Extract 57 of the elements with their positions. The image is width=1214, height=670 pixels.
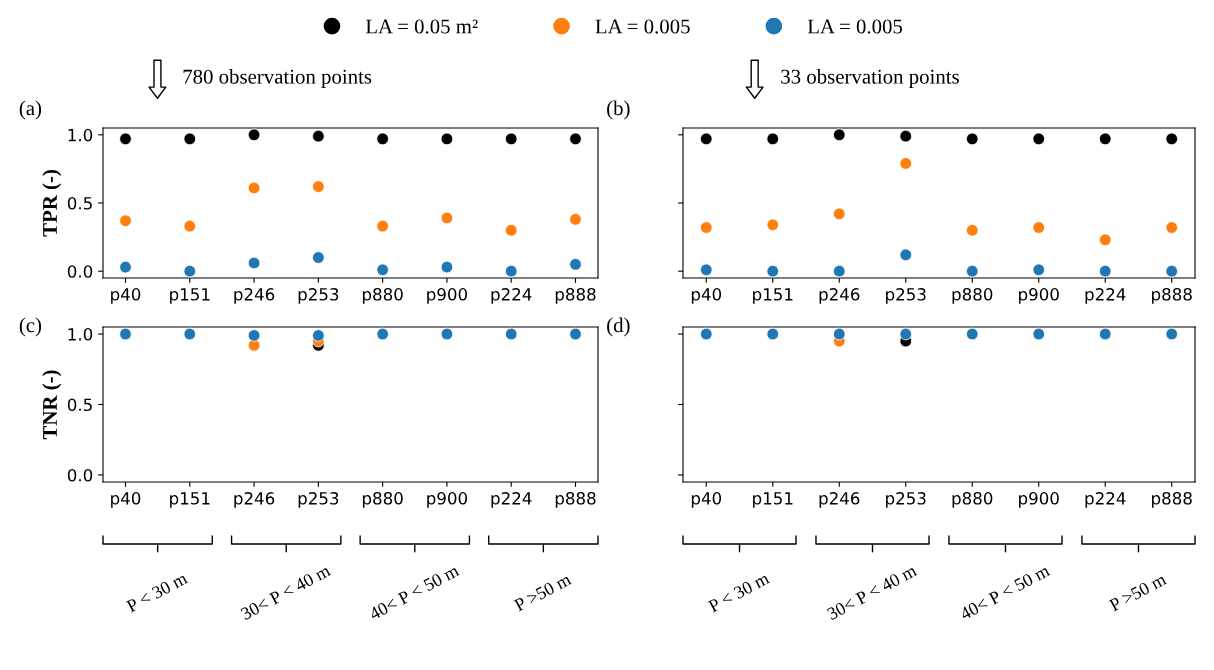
text: (d) bbox=[607, 317, 630, 337]
x-tick-label: p224 bbox=[1085, 288, 1126, 304]
x-tick-label: p880 bbox=[952, 492, 993, 508]
x-tick-label: p253 bbox=[298, 492, 339, 508]
legend-label: LA = 0.05 m² bbox=[365, 19, 478, 34]
text: 33 observation points bbox=[781, 69, 959, 88]
y-tick-label: 0.0 bbox=[67, 265, 93, 278]
x-tick-label: p40 bbox=[691, 288, 722, 304]
y-tick-label: 1.0 bbox=[68, 128, 93, 142]
x-tick-label: p888 bbox=[555, 288, 596, 304]
x-tick-label: p253 bbox=[886, 492, 926, 508]
x-tick-label: p888 bbox=[1152, 288, 1192, 304]
x-tick-label: p880 bbox=[362, 288, 403, 304]
y-tick-label: 0.5 bbox=[67, 398, 92, 412]
y-tick-label: 0.5 bbox=[67, 196, 92, 210]
x-tick-label: p253 bbox=[298, 288, 339, 304]
text: P < 30 m bbox=[125, 571, 189, 613]
text: 40< P < 50 m bbox=[368, 563, 460, 621]
x-tick-label: p151 bbox=[170, 288, 210, 304]
x-tick-label: p40 bbox=[691, 492, 722, 508]
x-tick-label: p253 bbox=[886, 288, 926, 304]
text: 40< P < 50 m bbox=[958, 563, 1051, 621]
x-tick-label: p224 bbox=[491, 492, 532, 508]
x-tick-label: p224 bbox=[491, 288, 532, 304]
legend-label: LA = 0.005 bbox=[595, 19, 690, 34]
x-tick-label: p900 bbox=[1019, 492, 1059, 508]
x-tick-label: p888 bbox=[1152, 492, 1192, 508]
x-tick-label: p224 bbox=[1085, 492, 1126, 508]
y-tick-label: 1.0 bbox=[68, 328, 93, 341]
x-tick-label: p900 bbox=[427, 288, 468, 304]
text: P >50 m bbox=[513, 572, 573, 612]
text: (c) bbox=[19, 317, 42, 337]
text: 30< P < 40 m bbox=[826, 563, 918, 621]
x-tick-label: p246 bbox=[234, 492, 275, 508]
x-tick-label: p888 bbox=[555, 492, 596, 508]
x-tick-label: p40 bbox=[111, 288, 141, 304]
y-axis-title: TNR (-) bbox=[42, 370, 62, 440]
x-tick-label: p246 bbox=[819, 288, 860, 304]
x-tick-label: p151 bbox=[753, 492, 793, 508]
x-tick-label: p40 bbox=[111, 492, 141, 508]
x-tick-label: p151 bbox=[170, 492, 210, 508]
x-tick-label: p900 bbox=[427, 492, 468, 508]
x-tick-label: p880 bbox=[362, 492, 403, 508]
x-tick-label: p880 bbox=[952, 288, 993, 304]
x-tick-label: p246 bbox=[819, 492, 860, 508]
text: (b) bbox=[607, 100, 630, 120]
x-tick-label: p246 bbox=[234, 288, 275, 304]
text: 780 observation points bbox=[183, 69, 372, 88]
text: P >50 m bbox=[1108, 572, 1168, 612]
text: P < 30 m bbox=[707, 571, 771, 613]
legend-label: LA = 0.005 bbox=[807, 19, 903, 34]
text: 30< P < 40 m bbox=[240, 563, 332, 621]
y-tick-label: 0.0 bbox=[67, 468, 93, 482]
text: (a) bbox=[19, 100, 42, 120]
x-tick-label: p151 bbox=[753, 288, 793, 304]
x-tick-label: p900 bbox=[1019, 288, 1059, 304]
y-axis-title: TPR (-) bbox=[42, 170, 62, 237]
